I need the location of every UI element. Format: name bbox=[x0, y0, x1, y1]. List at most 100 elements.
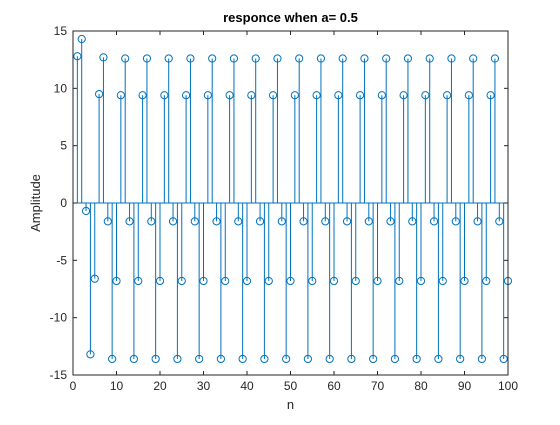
stem-marker bbox=[412, 354, 421, 364]
stem-marker bbox=[482, 276, 491, 286]
stem-marker bbox=[386, 217, 395, 226]
stem-marker bbox=[99, 53, 108, 62]
stem-marker bbox=[195, 354, 204, 364]
chart-title: responce when a= 0.5 bbox=[223, 10, 358, 25]
x-axis-label: n bbox=[287, 397, 294, 412]
y-tick-label: -10 bbox=[50, 311, 68, 325]
stem-marker bbox=[421, 91, 430, 100]
stem-marker bbox=[347, 354, 356, 364]
y-tick-label: 5 bbox=[60, 139, 67, 153]
stem-marker bbox=[190, 217, 199, 226]
x-tick-label: 20 bbox=[153, 379, 167, 393]
x-tick-label: 80 bbox=[414, 379, 428, 393]
stem-marker bbox=[364, 217, 373, 226]
x-tick-label: 90 bbox=[458, 379, 472, 393]
stem-marker bbox=[460, 276, 469, 286]
stem-marker bbox=[73, 52, 82, 61]
stem-marker bbox=[499, 354, 508, 364]
stem-marker bbox=[151, 354, 160, 364]
stem-marker bbox=[112, 276, 121, 286]
stem-marker bbox=[282, 354, 291, 364]
stem-marker bbox=[416, 276, 426, 286]
x-tick-label: 60 bbox=[327, 379, 341, 393]
stem-marker bbox=[221, 276, 230, 286]
stem-marker bbox=[334, 91, 343, 100]
stem-marker bbox=[434, 354, 443, 364]
stem-marker bbox=[251, 54, 260, 63]
x-tick-label: 30 bbox=[197, 379, 211, 393]
stem-marker bbox=[312, 91, 321, 100]
stem-marker bbox=[212, 217, 221, 226]
stem-marker bbox=[125, 217, 134, 226]
stem-marker bbox=[286, 276, 295, 286]
stem-marker bbox=[186, 54, 195, 63]
stem-marker bbox=[469, 54, 478, 63]
stem-marker bbox=[325, 354, 334, 364]
y-tick-label: 0 bbox=[60, 196, 67, 210]
stem-marker bbox=[464, 91, 473, 100]
stem-marker bbox=[182, 91, 191, 100]
stem-marker bbox=[129, 354, 138, 364]
stem-marker bbox=[247, 91, 256, 100]
stem-marker bbox=[451, 217, 460, 226]
stem-marker bbox=[260, 354, 269, 364]
stem-marker bbox=[356, 91, 365, 100]
stem-marker bbox=[95, 89, 104, 99]
x-ticks: 0 10 20 30 40 50 60 70 80 90 100 bbox=[70, 31, 518, 393]
stem-marker bbox=[177, 276, 186, 286]
stem-marker bbox=[142, 54, 152, 63]
stem-marker bbox=[199, 276, 208, 286]
x-tick-label: 40 bbox=[240, 379, 254, 393]
stem-marker bbox=[160, 91, 169, 100]
stem-marker bbox=[303, 354, 312, 364]
stem-marker bbox=[390, 354, 399, 364]
x-tick-label: 10 bbox=[110, 379, 124, 393]
stem-marker bbox=[242, 276, 252, 286]
stem-marker bbox=[299, 217, 308, 226]
stem-marker bbox=[86, 350, 95, 359]
y-ticks: 15 10 5 0 -5 -10 -15 bbox=[50, 24, 508, 382]
stem-marker bbox=[164, 54, 173, 63]
stem-marker bbox=[373, 276, 382, 286]
x-tick-label: 50 bbox=[284, 379, 298, 393]
stem-marker bbox=[238, 354, 247, 364]
stem-marker bbox=[377, 91, 386, 100]
stem-marker bbox=[456, 354, 465, 364]
stem-marker bbox=[264, 276, 273, 286]
stem-marker bbox=[134, 276, 143, 286]
stem-marker bbox=[477, 354, 486, 364]
stem-marker bbox=[90, 274, 99, 283]
stem-marker bbox=[108, 354, 117, 364]
stem-marker bbox=[403, 54, 413, 63]
stem-marker bbox=[147, 217, 156, 226]
stem-marker bbox=[138, 91, 147, 100]
stem-marker bbox=[77, 34, 86, 44]
stem-marker bbox=[473, 217, 482, 226]
stem-marker bbox=[316, 54, 326, 63]
stem-marker bbox=[121, 54, 130, 63]
stem-marker bbox=[155, 276, 165, 286]
stem-marker bbox=[338, 54, 347, 63]
stem-marker bbox=[308, 276, 317, 286]
stem-marker bbox=[495, 217, 504, 226]
stem-marker bbox=[168, 217, 178, 226]
stem-marker bbox=[382, 54, 391, 63]
y-tick-label: -5 bbox=[56, 253, 67, 267]
stem-marker bbox=[443, 91, 452, 100]
stem-marker bbox=[290, 91, 299, 100]
stem-marker bbox=[269, 91, 278, 100]
y-tick-label: 10 bbox=[54, 81, 68, 95]
stems-layer bbox=[76, 39, 509, 359]
stem-marker bbox=[255, 217, 265, 226]
y-axis-label: Amplitude bbox=[28, 174, 43, 232]
stem-marker bbox=[173, 354, 182, 364]
stem-marker bbox=[225, 91, 234, 100]
stem-marker bbox=[360, 54, 369, 63]
stem-marker bbox=[295, 54, 304, 63]
stem-marker bbox=[408, 217, 417, 226]
stem-marker bbox=[329, 276, 339, 286]
stem-marker bbox=[438, 276, 447, 286]
stem-marker bbox=[429, 217, 439, 226]
